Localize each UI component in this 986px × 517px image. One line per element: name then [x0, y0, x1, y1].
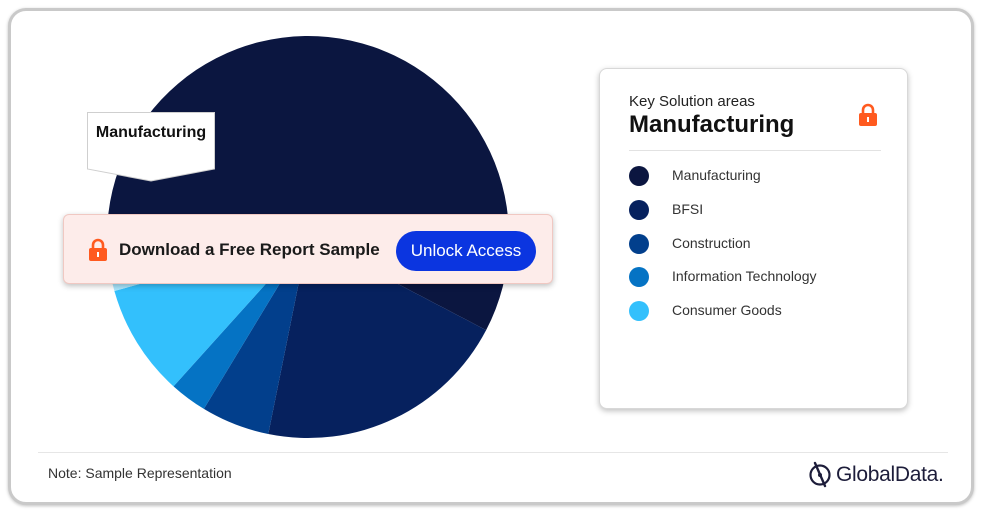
- legend-divider: [629, 150, 881, 151]
- lock-icon: [859, 103, 877, 126]
- lock-icon: [89, 238, 107, 261]
- legend-label: Information Technology: [672, 268, 817, 285]
- legend-title: Manufacturing: [629, 111, 795, 138]
- callout-label: Manufacturing: [95, 124, 207, 141]
- logo-text: GlobalData.: [836, 463, 944, 486]
- legend-subtitle: Key Solution areas: [629, 93, 755, 110]
- legend-swatch: [629, 233, 649, 254]
- banner-text: Download a Free Report Sample: [119, 240, 380, 259]
- legend-panel: Key Solution areas Manufacturing Manufac…: [599, 68, 908, 409]
- legend-label: Construction: [672, 234, 751, 251]
- legend-swatch: [629, 301, 649, 322]
- pie-callout: Manufacturing: [87, 112, 215, 182]
- legend-label: Consumer Goods: [672, 302, 782, 319]
- legend-swatch: [629, 267, 649, 288]
- legend-label: BFSI: [672, 200, 704, 217]
- callout-shape: [87, 112, 215, 182]
- footnote: Note: Sample Representation: [48, 465, 232, 481]
- free-sample-banner: Download a Free Report Sample Unlock Acc…: [63, 214, 553, 284]
- legend-label: Manufacturing: [672, 167, 761, 183]
- globaldata-logo-icon: [809, 461, 831, 488]
- unlock-access-button[interactable]: Unlock Access: [396, 231, 536, 271]
- pie-slice-construction[interactable]: [203, 237, 308, 435]
- footer-divider: [38, 452, 948, 453]
- pie-slice-bfsi[interactable]: [268, 237, 487, 438]
- legend-swatch: [629, 166, 649, 186]
- legend-swatch: [629, 199, 649, 220]
